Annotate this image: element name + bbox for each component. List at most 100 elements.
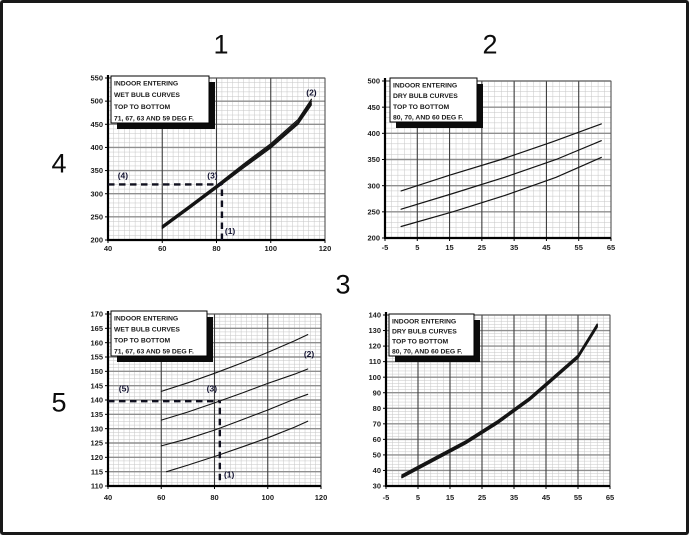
axes xyxy=(382,78,612,241)
y-tick-label: 300 xyxy=(90,189,103,198)
legend-line: TOP TO BOTTOM xyxy=(392,339,448,346)
y-tick-label: 250 xyxy=(90,212,103,221)
y-tick-label: 200 xyxy=(90,236,103,245)
callout-label: (5) xyxy=(119,383,130,393)
x-tick-label: 40 xyxy=(104,493,112,502)
figure-number-2: 2 xyxy=(482,29,498,60)
legend-line: TOP TO BOTTOM xyxy=(393,104,449,111)
y-tick-label: 165 xyxy=(90,324,103,333)
x-tick-label: 45 xyxy=(542,243,550,252)
x-tick-label: 15 xyxy=(446,493,454,502)
x-tick-label: 65 xyxy=(607,243,615,252)
x-tick-label: 100 xyxy=(264,244,277,253)
callout-label: (2) xyxy=(306,88,317,98)
callout-label: (3) xyxy=(207,170,218,180)
data-series xyxy=(161,98,313,230)
legend-line: DRY BULB CURVES xyxy=(392,329,457,336)
figure-number-1: 1 xyxy=(213,29,229,60)
legend-line: WET BULB CURVES xyxy=(114,327,180,334)
y-tick-label: 135 xyxy=(90,410,103,419)
curve-70-deg-f-db xyxy=(400,140,602,210)
y-tick-label: 350 xyxy=(90,166,103,175)
y-tick-label: 130 xyxy=(90,424,103,433)
chart-bottom-left-wet-bulb-curves: 110 115 120 125 130 135 140 145 150 155 160 165 170 4… xyxy=(78,303,336,513)
legend-line: INDOOR ENTERING xyxy=(393,83,457,90)
y-tick-label: 500 xyxy=(90,97,103,106)
y-tick-label: 500 xyxy=(367,77,380,86)
legend-box: INDOOR ENTERING WET BULB CURVES TOP TO BOT… xyxy=(110,75,215,129)
curve-80-deg-f-db xyxy=(401,323,598,476)
annotations: (5) (3) (1) (2) xyxy=(108,349,315,481)
x-tick-label: 25 xyxy=(478,493,486,502)
legend-frame xyxy=(110,310,208,357)
x-tick-label: 35 xyxy=(510,493,518,502)
curve-71-deg-f-wb xyxy=(160,334,309,392)
annotations: (4) (3) (1) (2) xyxy=(108,88,317,240)
chart-svg-br: 30 40 50 60 70 80 90 100 110 120 130 140 -5 5 15 25 35 45… xyxy=(368,311,614,502)
chart-svg-bl: 110 115 120 125 130 135 140 145 150 155 160 165 170 4… xyxy=(90,310,327,502)
figure-number-3: 3 xyxy=(335,269,351,300)
figure-number-4: 4 xyxy=(51,148,67,179)
x-tick-label: 35 xyxy=(510,243,518,252)
x-tick-label: 40 xyxy=(104,244,112,253)
y-tick-label: 250 xyxy=(367,207,380,216)
curve-67-deg-f-wb xyxy=(160,368,309,421)
axes xyxy=(383,312,611,489)
x-tick-label: 15 xyxy=(445,243,453,252)
data-series xyxy=(160,334,309,473)
callout-label: (1) xyxy=(225,226,236,236)
y-tick-label: 70 xyxy=(373,419,381,428)
y-tick-label: 60 xyxy=(373,435,381,444)
legend-line: INDOOR ENTERING xyxy=(392,319,456,326)
curve-67-deg-f-wb xyxy=(161,100,313,228)
curve-59-deg-f-wb xyxy=(166,420,309,473)
axis-tick-labels: 30 40 50 60 70 80 90 100 110 120 130 140 -5 5 15 25 35 45… xyxy=(368,311,614,502)
y-tick-label: 150 xyxy=(90,367,103,376)
x-tick-label: 5 xyxy=(415,243,419,252)
y-tick-label: 155 xyxy=(90,353,103,362)
legend-line: 71, 67, 63 AND 59 DEG F. xyxy=(114,116,194,123)
callout-label: (2) xyxy=(304,349,315,359)
curve-70-deg-f-db xyxy=(401,324,598,478)
curve-60-deg-f-db xyxy=(401,326,598,479)
x-tick-label: 60 xyxy=(157,493,165,502)
x-tick-label: 25 xyxy=(478,243,486,252)
y-tick-label: 30 xyxy=(373,482,381,491)
x-tick-label: -5 xyxy=(382,243,389,252)
y-tick-label: 120 xyxy=(368,342,381,351)
legend-line: 80, 70, AND 60 DEG F. xyxy=(393,115,463,122)
y-tick-label: 115 xyxy=(91,467,103,476)
legend-line: 71, 67, 63 AND 59 DEG F. xyxy=(114,349,194,356)
legend-line: TOP TO BOTTOM xyxy=(114,104,170,111)
y-tick-label: 170 xyxy=(90,310,103,319)
x-tick-label: 55 xyxy=(574,493,582,502)
curve-80-deg-f-db xyxy=(400,123,602,192)
x-tick-label: 120 xyxy=(315,493,328,502)
y-tick-label: 120 xyxy=(90,453,103,462)
y-tick-label: 110 xyxy=(91,482,103,491)
x-tick-label: 100 xyxy=(261,493,274,502)
chart-svg-tr: 200 250 300 350 400 450 500 -5 5 15 25 35 45 55 65 INDO… xyxy=(367,77,615,252)
axis-tick-labels: 200 250 300 350 400 450 500 550 40 60 80 100 120 xyxy=(90,74,331,253)
x-tick-label: 120 xyxy=(319,244,332,253)
axis-tick-labels: 200 250 300 350 400 450 500 -5 5 15 25 35 45 55 65 xyxy=(367,77,615,252)
legend-line: INDOOR ENTERING xyxy=(114,316,178,323)
y-tick-label: 125 xyxy=(90,439,103,448)
x-tick-label: 55 xyxy=(575,243,583,252)
y-tick-label: 400 xyxy=(367,129,380,138)
curve-63-deg-f-wb xyxy=(160,393,309,447)
chart-top-right-dry-bulb-curves: 200 250 300 350 400 450 500 -5 5 15 25 35 45 55 65 INDO… xyxy=(355,67,617,272)
y-tick-label: 400 xyxy=(90,143,103,152)
y-tick-label: 80 xyxy=(373,404,381,413)
legend-frame xyxy=(389,77,478,123)
axis-tick-labels: 110 115 120 125 130 135 140 145 150 155 160 165 170 4… xyxy=(90,310,327,502)
y-tick-label: 50 xyxy=(373,451,381,460)
data-series xyxy=(401,323,598,479)
x-tick-label: 80 xyxy=(210,493,218,502)
chart-bottom-right-dry-bulb-curves: 30 40 50 60 70 80 90 100 110 120 130 140 -5 5 15 25 35 45… xyxy=(355,303,617,513)
legend-frame xyxy=(110,75,210,124)
legend-line: 80, 70, AND 60 DEG F. xyxy=(392,349,462,356)
y-tick-label: 140 xyxy=(368,311,381,320)
y-tick-label: 450 xyxy=(367,103,380,112)
